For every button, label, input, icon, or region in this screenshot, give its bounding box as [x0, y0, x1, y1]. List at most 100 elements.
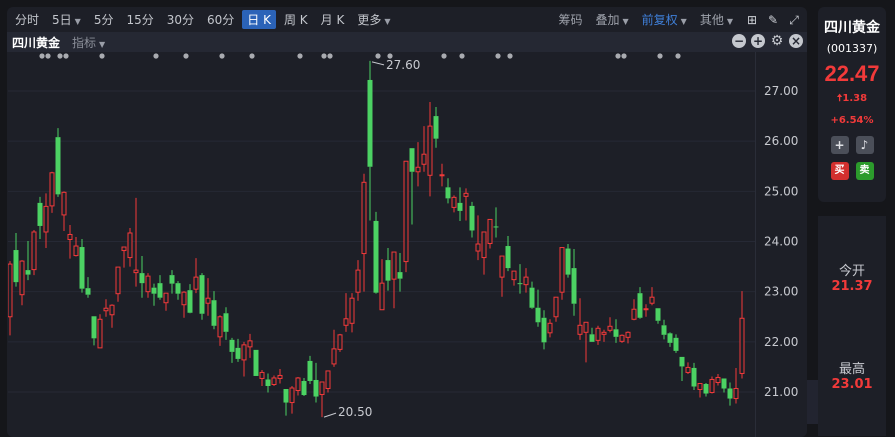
candle	[721, 378, 727, 393]
candle-body	[259, 371, 265, 379]
candle	[121, 246, 127, 268]
layout-grid-icon[interactable]: ⊞	[746, 12, 758, 27]
candle	[253, 349, 259, 376]
adjust-dropdown[interactable]: 前复权 ▼	[637, 10, 692, 29]
candle-body	[529, 287, 535, 308]
candle-body	[601, 331, 607, 335]
candle	[127, 227, 133, 267]
buy-button[interactable]: 买	[830, 162, 849, 180]
tab-5day[interactable]: 5日 ▼	[47, 10, 86, 29]
candle	[223, 307, 229, 340]
indicator-dropdown[interactable]: 指标 ▼	[72, 34, 105, 51]
tab-monthly-k[interactable]: 月 K	[320, 13, 345, 27]
tab-5min[interactable]: 5分	[93, 13, 114, 27]
candle-body	[31, 231, 37, 271]
event-marker-dot	[249, 53, 255, 59]
candle	[667, 332, 673, 347]
candle-body	[493, 226, 499, 228]
candle	[361, 173, 367, 292]
candle	[271, 375, 277, 386]
candle	[319, 381, 325, 418]
candle	[583, 321, 589, 363]
tab-more[interactable]: 更多 ▼	[352, 10, 395, 29]
event-marker-dot	[675, 53, 681, 59]
candle-body	[211, 300, 217, 326]
zoom-in-icon[interactable]: +	[751, 34, 765, 48]
candle-body	[79, 247, 85, 289]
candle-body	[721, 378, 727, 389]
overlay-dropdown[interactable]: 叠加 ▼	[590, 10, 633, 29]
candle-body	[409, 148, 415, 172]
candle	[109, 304, 115, 328]
candle	[331, 329, 337, 367]
candle-body	[223, 313, 229, 332]
candle	[409, 148, 415, 225]
candle	[475, 215, 481, 261]
tab-daily-k[interactable]: 日 K	[242, 10, 276, 29]
tab-15min[interactable]: 15分	[126, 13, 154, 27]
event-marker-dot	[39, 53, 45, 59]
candle	[673, 334, 679, 353]
candle	[97, 314, 103, 349]
bell-icon[interactable]: ♪	[855, 136, 874, 154]
chips-button[interactable]: 筹码	[558, 13, 583, 27]
candle	[493, 207, 499, 238]
candle-body	[283, 389, 289, 403]
candle	[619, 334, 625, 343]
candle-body	[205, 297, 211, 304]
candle	[163, 292, 169, 311]
candle	[517, 264, 523, 294]
zoom-out-icon[interactable]: −	[732, 34, 746, 48]
event-marker-dot	[99, 53, 105, 59]
candle	[205, 278, 211, 316]
candle	[337, 333, 343, 352]
candle-body	[553, 296, 559, 318]
tab-intraday[interactable]: 分时	[15, 13, 40, 27]
chevron-down-icon: ▼	[680, 17, 687, 26]
candle-body	[295, 377, 301, 392]
tab-30min[interactable]: 30分	[166, 13, 195, 27]
event-marker-dot	[183, 53, 189, 59]
scrollbar[interactable]	[807, 380, 818, 424]
candle	[343, 293, 349, 332]
candle	[265, 373, 271, 393]
candle-body	[265, 379, 271, 386]
candle	[643, 304, 649, 317]
candle	[295, 376, 301, 396]
candle-body	[157, 283, 163, 298]
candle-body	[643, 308, 649, 311]
tab-60min[interactable]: 60分	[207, 13, 235, 27]
candle-body	[691, 367, 697, 387]
candle-body	[127, 232, 133, 259]
candle	[439, 163, 445, 187]
settings-icon[interactable]: ⚙	[770, 33, 784, 49]
price-change-value: 1.38	[842, 93, 868, 104]
candle	[607, 317, 613, 333]
tab-weekly-k[interactable]: 周 K	[283, 13, 308, 27]
y-tick-label: 22.00	[764, 335, 798, 349]
sell-button[interactable]: 卖	[855, 162, 874, 180]
other-dropdown[interactable]: 其他 ▼	[695, 10, 738, 29]
candle	[445, 178, 451, 204]
candlestick-chart[interactable]: 27.00 26.00 25.00 24.00 23.00 22.00 21.00 27.6…	[0, 0, 895, 424]
candle-body	[421, 153, 427, 165]
kline-panel: 分时 5日 ▼ 5分 15分 30分 60分 日 K 周 K 月 K 更多 ▼ 筹码…	[7, 7, 807, 437]
candle-body	[583, 321, 589, 333]
brush-icon[interactable]: ✎	[767, 12, 779, 27]
candle	[259, 369, 265, 386]
candle-body	[97, 318, 103, 349]
close-icon[interactable]: ×	[789, 34, 803, 48]
candle-body	[151, 287, 157, 294]
candle	[25, 241, 31, 281]
other-label: 其他	[699, 13, 724, 27]
candle	[277, 368, 283, 384]
y-tick-label: 26.00	[764, 134, 798, 148]
candle-body	[55, 137, 61, 195]
toolbar-right: 筹码 叠加 ▼ 前复权 ▼ 其他 ▼ ⊞ ✎ ⤢	[550, 7, 801, 32]
candle	[649, 287, 655, 306]
candle-body	[439, 174, 445, 177]
fullscreen-icon[interactable]: ⤢	[789, 12, 799, 27]
candle	[367, 60, 373, 221]
add-watchlist-button[interactable]: +	[830, 136, 849, 154]
action-buttons: + ♪	[818, 136, 886, 154]
